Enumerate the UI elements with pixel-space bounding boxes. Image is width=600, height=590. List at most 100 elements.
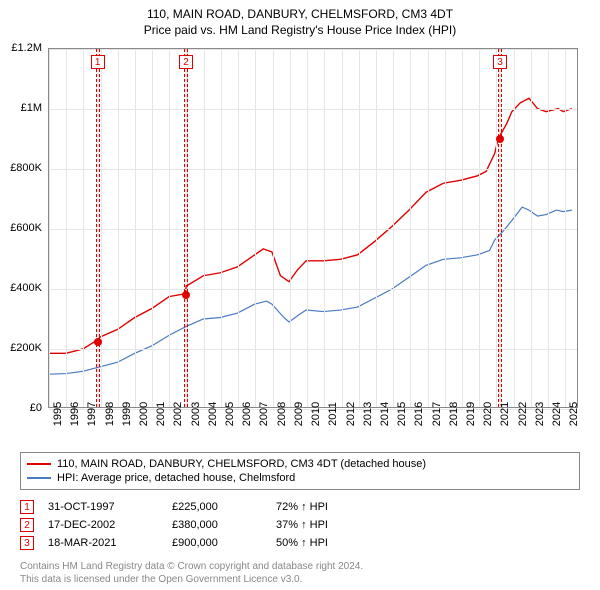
gridline-v bbox=[428, 49, 429, 407]
sale-marker-box: 3 bbox=[493, 55, 507, 69]
xtick-label: 2017 bbox=[431, 402, 443, 426]
gridline-v bbox=[393, 49, 394, 407]
xtick-label: 2008 bbox=[276, 402, 288, 426]
gridline-v bbox=[307, 49, 308, 407]
sale-price: £900,000 bbox=[172, 537, 262, 549]
gridline-v bbox=[342, 49, 343, 407]
legend-swatch bbox=[27, 463, 51, 465]
xtick-label: 1998 bbox=[104, 402, 116, 426]
sale-hpi: 37% ↑ HPI bbox=[276, 519, 328, 531]
series-price_paid bbox=[49, 98, 572, 353]
attribution: Contains HM Land Registry data © Crown c… bbox=[20, 561, 580, 586]
chart-container: 110, MAIN ROAD, DANBURY, CHELMSFORD, CM3… bbox=[0, 0, 600, 590]
sale-row: 3 18-MAR-2021 £900,000 50% ↑ HPI bbox=[20, 534, 580, 552]
gridline-v bbox=[204, 49, 205, 407]
sale-hpi: 72% ↑ HPI bbox=[276, 501, 328, 513]
gridline-v bbox=[152, 49, 153, 407]
gridline-v bbox=[238, 49, 239, 407]
xtick-label: 2013 bbox=[362, 402, 374, 426]
xtick-label: 2015 bbox=[396, 402, 408, 426]
ytick-label: £200K bbox=[10, 342, 42, 354]
xtick-label: 2001 bbox=[155, 402, 167, 426]
sale-hpi: 50% ↑ HPI bbox=[276, 537, 328, 549]
sale-price: £225,000 bbox=[172, 501, 262, 513]
chart-plot-area: 1 2 3 bbox=[48, 48, 578, 408]
sale-marker-box: 2 bbox=[179, 55, 193, 69]
gridline-v bbox=[101, 49, 102, 407]
title-block: 110, MAIN ROAD, DANBURY, CHELMSFORD, CM3… bbox=[0, 0, 600, 38]
legend-label: HPI: Average price, detached house, Chel… bbox=[57, 472, 295, 484]
attribution-line-1: Contains HM Land Registry data © Crown c… bbox=[20, 561, 580, 574]
gridline-v bbox=[221, 49, 222, 407]
sale-point bbox=[182, 291, 190, 299]
xtick-label: 2024 bbox=[551, 402, 563, 426]
xtick-label: 2012 bbox=[345, 402, 357, 426]
legend: 110, MAIN ROAD, DANBURY, CHELMSFORD, CM3… bbox=[20, 452, 580, 490]
gridline-v bbox=[118, 49, 119, 407]
gridline-v bbox=[83, 49, 84, 407]
gridline-v bbox=[514, 49, 515, 407]
xtick-label: 2016 bbox=[413, 402, 425, 426]
xtick-label: 2019 bbox=[465, 402, 477, 426]
gridline-v bbox=[479, 49, 480, 407]
sale-point bbox=[94, 338, 102, 346]
sale-row: 2 17-DEC-2002 £380,000 37% ↑ HPI bbox=[20, 516, 580, 534]
sale-point bbox=[496, 135, 504, 143]
xtick-label: 2004 bbox=[207, 402, 219, 426]
sale-date: 17-DEC-2002 bbox=[48, 519, 158, 531]
xtick-label: 2009 bbox=[293, 402, 305, 426]
xtick-label: 2002 bbox=[172, 402, 184, 426]
title-line-2: Price paid vs. HM Land Registry's House … bbox=[0, 22, 600, 38]
sale-price: £380,000 bbox=[172, 519, 262, 531]
xtick-label: 2018 bbox=[448, 402, 460, 426]
sale-marker-band bbox=[184, 49, 188, 407]
title-line-1: 110, MAIN ROAD, DANBURY, CHELMSFORD, CM3… bbox=[0, 6, 600, 22]
gridline-v bbox=[255, 49, 256, 407]
gridline-v bbox=[169, 49, 170, 407]
gridline-v bbox=[410, 49, 411, 407]
ytick-label: £0 bbox=[30, 402, 42, 414]
xtick-label: 2022 bbox=[517, 402, 529, 426]
sale-row-marker: 2 bbox=[20, 518, 34, 532]
xtick-label: 2005 bbox=[224, 402, 236, 426]
gridline-v bbox=[548, 49, 549, 407]
sale-marker-box: 1 bbox=[91, 55, 105, 69]
xtick-label: 2023 bbox=[534, 402, 546, 426]
legend-swatch bbox=[27, 477, 51, 479]
sale-date: 18-MAR-2021 bbox=[48, 537, 158, 549]
x-axis-labels: 1995199619971998199920002001200220032004… bbox=[48, 410, 578, 450]
ytick-label: £400K bbox=[10, 282, 42, 294]
xtick-label: 2021 bbox=[499, 402, 511, 426]
xtick-label: 1997 bbox=[86, 402, 98, 426]
y-axis-labels: £0£200K£400K£600K£800K£1M£1.2M bbox=[0, 48, 46, 408]
ytick-label: £1M bbox=[21, 102, 42, 114]
xtick-label: 1996 bbox=[69, 402, 81, 426]
xtick-label: 2011 bbox=[327, 402, 339, 426]
sale-marker-band bbox=[498, 49, 502, 407]
gridline-v bbox=[324, 49, 325, 407]
gridline-v bbox=[273, 49, 274, 407]
sale-row-marker: 3 bbox=[20, 536, 34, 550]
gridline-v bbox=[445, 49, 446, 407]
sale-date: 31-OCT-1997 bbox=[48, 501, 158, 513]
gridline-v bbox=[565, 49, 566, 407]
gridline-v bbox=[290, 49, 291, 407]
xtick-label: 2020 bbox=[482, 402, 494, 426]
gridline-v bbox=[49, 49, 50, 407]
gridline-v bbox=[66, 49, 67, 407]
xtick-label: 2025 bbox=[568, 402, 580, 426]
ytick-label: £600K bbox=[10, 222, 42, 234]
sales-table: 131-OCT-1997£225,00072% ↑ HPI217-DEC-200… bbox=[20, 498, 580, 552]
xtick-label: 2000 bbox=[138, 402, 150, 426]
gridline-v bbox=[359, 49, 360, 407]
xtick-label: 2006 bbox=[241, 402, 253, 426]
gridline-v bbox=[462, 49, 463, 407]
legend-row: HPI: Average price, detached house, Chel… bbox=[27, 471, 573, 485]
xtick-label: 1999 bbox=[121, 402, 133, 426]
xtick-label: 2007 bbox=[258, 402, 270, 426]
xtick-label: 2003 bbox=[190, 402, 202, 426]
sale-row: 131-OCT-1997£225,00072% ↑ HPI bbox=[20, 498, 580, 516]
gridline-v bbox=[376, 49, 377, 407]
sale-marker-band bbox=[96, 49, 100, 407]
ytick-label: £800K bbox=[10, 162, 42, 174]
